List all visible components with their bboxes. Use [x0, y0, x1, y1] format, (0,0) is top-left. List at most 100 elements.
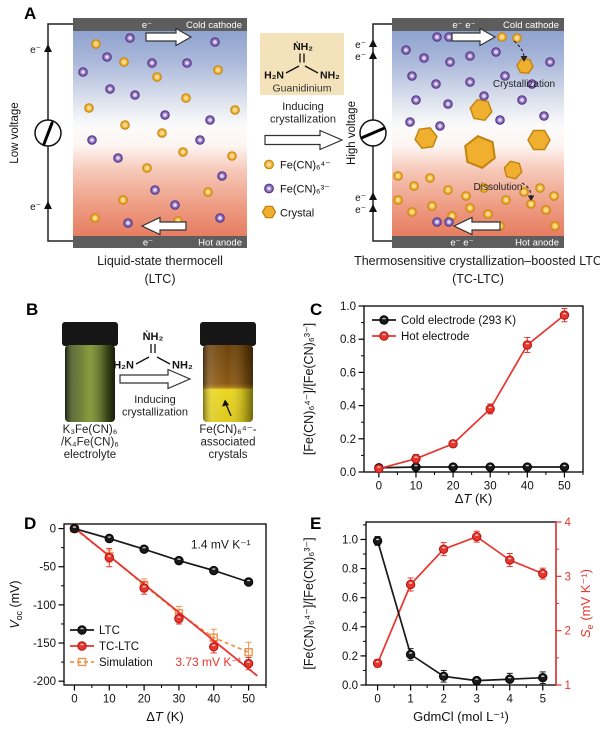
y-tick-label: 1.0 — [340, 301, 356, 313]
vial-shading — [65, 345, 115, 422]
crystallization-text: crystallization — [270, 114, 336, 126]
y-axis-label: [Fe(CN)₆⁴⁻]/[Fe(CN)₆³⁻] — [302, 323, 316, 455]
ion-dot-core — [500, 35, 504, 39]
ltc-caption-line1: Liquid-state thermocell — [97, 254, 223, 268]
data-point — [77, 657, 87, 667]
crystal-hexagon — [516, 57, 534, 75]
ion-dot-core — [522, 190, 526, 194]
data-point — [471, 531, 482, 542]
ion-dot-core — [94, 42, 98, 46]
ion-dot-core — [408, 120, 412, 124]
x-tick-label: 20 — [138, 694, 151, 706]
tcltc-voltmeter-needle — [361, 127, 385, 139]
process-arrow-icon — [119, 368, 192, 390]
tcltc-cold-cathode-label: Cold cathode — [503, 20, 559, 31]
data-point — [243, 658, 254, 669]
ion-dot-core — [128, 36, 132, 40]
x-tick-label: 10 — [410, 481, 423, 493]
data-point — [538, 673, 548, 683]
tcltc-top-electron-label: e⁻ e⁻ — [452, 20, 475, 31]
ion-dot-core — [181, 150, 185, 154]
ion-dot-core — [87, 106, 91, 110]
plot-frame — [365, 521, 557, 686]
y-tick-label: -50 — [39, 562, 56, 574]
y2-axis-label: Se​ (mV K⁻¹) — [578, 569, 595, 638]
ltc-wire-electron-bottom: e⁻ — [30, 202, 41, 213]
tcltc-wire-electron: e⁻ — [355, 193, 366, 204]
ltc-bottom-electron-label: e⁻ — [143, 238, 153, 249]
electrolyte-vial-photo — [62, 322, 118, 422]
ltc-cold-cathode-bar — [73, 18, 247, 31]
data-point — [485, 462, 495, 472]
electrolyte-vial-label: K₃Fe(CN)₆ /K₄Fe(CN)₆ electrolyte — [61, 424, 119, 461]
ion-dot-core — [542, 114, 546, 118]
vial-shading — [203, 345, 253, 422]
crystal-hexagon — [503, 160, 523, 180]
ion-dot-core — [90, 138, 94, 142]
vial-label-line: K₃Fe(CN)₆ — [63, 424, 118, 436]
ion-dot-core — [447, 220, 451, 224]
tcltc-hot-anode-bar — [392, 236, 564, 248]
data-point — [559, 310, 570, 320]
panel-a-middle: ṄH₂ H₂N NH₂ Guanidinium Inducing crystal… — [260, 33, 344, 220]
ion-dot-core — [145, 166, 149, 170]
chart-root: 0 1 2 3 4 5 0.0 0.2 0.4 0.6 0.8 1.0 1 2 3 4 Se​ (mV K⁻¹)… — [302, 517, 595, 724]
ion-dot-core — [520, 98, 524, 102]
crystal-pointer-arrowhead — [222, 399, 229, 407]
ion-dot-core — [105, 55, 109, 59]
ion-dot-core — [410, 74, 414, 78]
ion-dot-core — [553, 224, 557, 228]
data-point — [448, 462, 458, 472]
panel-b-photos: ṄH₂ H₂N NH₂ Inducing crystallization K₃F… — [61, 322, 257, 461]
series-ltc — [69, 523, 254, 587]
x-tick-label: 30 — [173, 694, 186, 706]
ion-dot-core — [396, 198, 400, 202]
chart-c-ratio-vs-dT: 0 10 20 30 40 50 0.0 0.2 0.4 0.6 0.8 1.0 ΔT (K) [Fe(C… — [302, 301, 584, 506]
ion-dot-core — [494, 50, 498, 54]
ion-dot-core — [412, 184, 416, 188]
ltc-wire-electron-arrow-top — [44, 44, 52, 52]
ion-dot-core — [428, 176, 432, 180]
data-point — [438, 671, 449, 681]
tcltc-wire-electron: e⁻ — [355, 40, 366, 51]
ion-dot-core — [446, 188, 450, 192]
data-point — [505, 555, 515, 565]
ion-dot-core — [468, 54, 472, 58]
ion-dot-core — [503, 74, 507, 78]
y-tick-label: -100 — [33, 600, 56, 612]
ltc-electron-flow-arrow-bottom — [140, 216, 187, 236]
legend-item-label: LTC — [99, 625, 120, 637]
y2-tick-label: 1 — [565, 680, 571, 692]
y-tick-label: 0.2 — [342, 651, 358, 663]
data-point — [448, 439, 458, 449]
x-tick-label: 40 — [521, 481, 534, 493]
crystal-pointer-arrow — [225, 403, 232, 417]
ion-dot-core — [544, 208, 548, 212]
series-hot-electrode — [374, 307, 570, 474]
ion-dot-core — [160, 131, 164, 135]
x-tick-label: 0 — [374, 694, 380, 706]
data-point — [77, 641, 87, 651]
ion-dot-core — [435, 35, 439, 39]
ion-dot-core — [422, 56, 426, 60]
legend-crystal-icon — [261, 205, 277, 219]
slope-annotation: 3.73 mV K⁻¹ — [175, 655, 241, 669]
dissolution-label: Dissolution — [474, 182, 523, 193]
y-tick-label: 0.8 — [342, 564, 358, 576]
data-point — [522, 462, 533, 472]
ion-dot-core — [150, 61, 154, 65]
y-tick-label: 0 — [50, 524, 56, 536]
chart-root: 0 10 20 30 40 50 0 -50 -100 -150 -200 ΔT (K) Voc​ (m… — [8, 523, 267, 724]
data-point — [174, 613, 184, 624]
chart-legend: Cold electrode (293 K) Hot electrode — [372, 315, 516, 343]
data-point — [139, 583, 149, 593]
ion-dot-core — [216, 68, 220, 72]
ion-dot-core — [548, 60, 552, 64]
guanidinium-left-group: H₂N — [264, 70, 284, 82]
ion-dot-core — [414, 98, 418, 102]
ion-dot-core — [81, 70, 85, 74]
data-point — [139, 544, 149, 554]
ion-dot-core — [438, 124, 442, 128]
ion-dot-core — [446, 102, 450, 106]
x-tick-label: 1 — [407, 694, 413, 706]
